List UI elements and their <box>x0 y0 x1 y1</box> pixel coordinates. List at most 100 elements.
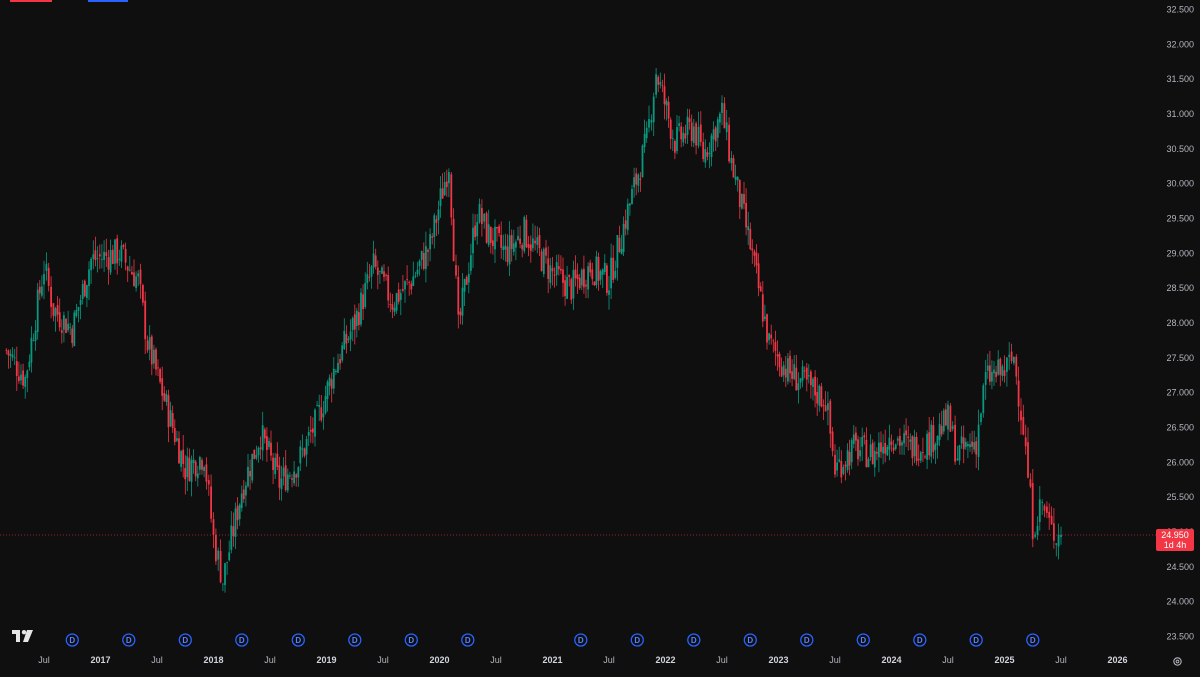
candle-body <box>989 365 991 382</box>
candle-body <box>122 245 125 247</box>
candle-body <box>521 245 524 250</box>
candle-body <box>109 250 112 273</box>
candle-body <box>1003 370 1006 376</box>
candle-body <box>492 240 494 246</box>
candle-body <box>890 441 893 445</box>
candle-body <box>603 262 606 273</box>
candle-body <box>564 280 566 297</box>
dividend-marker <box>65 633 79 647</box>
candle-body <box>316 405 318 406</box>
candle-body <box>43 274 45 285</box>
candle-body <box>553 274 556 276</box>
dividend-marker-label: D <box>295 636 301 645</box>
candle-body <box>732 158 735 178</box>
candle-body <box>65 319 67 333</box>
candle-body <box>583 268 585 288</box>
candle-body <box>176 438 178 441</box>
candle-body <box>114 239 116 264</box>
candle-body <box>551 267 554 272</box>
candle-body <box>680 126 683 140</box>
candle-body <box>332 368 335 389</box>
candle-body <box>1010 351 1013 362</box>
candle-body <box>282 467 285 477</box>
candle-body <box>463 279 466 292</box>
candle-body <box>461 287 464 316</box>
x-tick-label: 2018 <box>203 655 223 665</box>
x-tick-label: Jul <box>942 655 954 665</box>
x-tick-label: 2024 <box>881 655 901 665</box>
candle-body <box>612 257 615 280</box>
candle-body <box>572 270 575 299</box>
x-tick-label: 2020 <box>429 655 449 665</box>
candle-body <box>226 561 228 563</box>
candle-body <box>366 274 369 283</box>
candle-body <box>418 260 421 267</box>
candle-body <box>330 379 333 389</box>
candle-body <box>676 127 678 151</box>
candle-body <box>728 124 730 162</box>
candle-body <box>81 284 84 299</box>
legend-swatch-marker <box>88 0 128 2</box>
candle-body <box>934 444 937 450</box>
candle-body <box>219 551 222 583</box>
candle-body <box>83 280 86 297</box>
candle-body <box>982 385 985 414</box>
candle-body <box>635 173 638 185</box>
dividend-marker <box>178 633 192 647</box>
candle-body <box>169 410 172 427</box>
dividend-marker-label: D <box>408 636 414 645</box>
candle-body <box>1041 502 1044 503</box>
candle-body <box>692 126 695 143</box>
candle-body <box>196 473 199 479</box>
candle-body <box>20 374 22 381</box>
candle-body <box>778 354 781 368</box>
candle-body <box>266 436 268 450</box>
candle-body <box>801 366 804 381</box>
candle-body <box>268 441 270 447</box>
tradingview-logo-icon[interactable] <box>12 630 36 642</box>
candle-body <box>980 413 982 422</box>
candle-body <box>780 366 783 377</box>
candle-body <box>1029 479 1032 487</box>
y-tick-label: 29.500 <box>1166 214 1194 224</box>
candle-body <box>207 480 210 485</box>
candle-body <box>665 100 668 106</box>
candle-body <box>190 460 193 482</box>
candle-body <box>708 153 711 154</box>
dividend-marker-label: D <box>747 636 753 645</box>
candle-body <box>827 403 829 411</box>
settings-gear-icon[interactable] <box>1172 656 1183 667</box>
candle-body <box>652 96 655 123</box>
candle-body <box>534 240 536 244</box>
candle-body <box>67 323 69 331</box>
candle-body <box>478 204 481 223</box>
candle-body <box>358 312 360 325</box>
candle-body <box>171 413 174 429</box>
candle-body <box>387 274 390 301</box>
candle-body <box>589 262 592 273</box>
candle-body <box>682 132 685 143</box>
x-tick-label: Jul <box>38 655 50 665</box>
candle-body <box>803 370 806 372</box>
candle-body <box>259 447 262 449</box>
candle-body <box>894 444 897 449</box>
candle-body <box>111 249 114 264</box>
candle-body <box>128 269 131 271</box>
candle-body <box>502 246 505 250</box>
candle-body <box>77 306 80 311</box>
candle-body <box>54 308 57 317</box>
candle-body <box>383 271 385 277</box>
candle-body <box>441 188 444 199</box>
candle-body <box>157 367 159 369</box>
candle-body <box>402 289 404 291</box>
candle-body <box>199 457 201 470</box>
candle-body <box>570 279 573 300</box>
candle-body <box>1038 499 1041 522</box>
candle-body <box>144 300 147 340</box>
candle-body <box>215 534 217 562</box>
candle-body <box>69 327 72 329</box>
candle-body <box>161 378 164 396</box>
dividend-marker-label: D <box>860 636 866 645</box>
